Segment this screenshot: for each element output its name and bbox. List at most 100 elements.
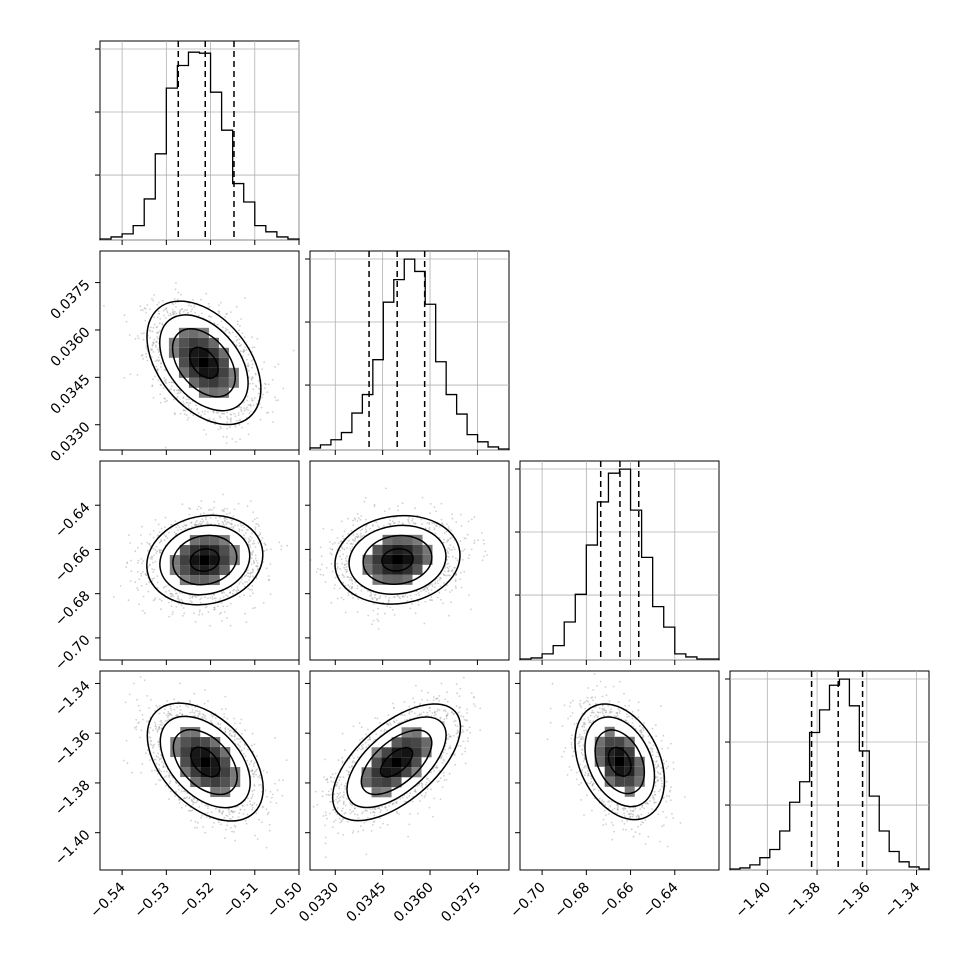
scatter-point (670, 742, 672, 745)
scatter-point (660, 777, 663, 779)
scatter-point (377, 607, 379, 610)
scatter-point (581, 748, 584, 751)
scatter-point (245, 822, 248, 825)
panel-frame (309, 460, 510, 661)
scatter-point (163, 708, 166, 711)
scatter-point (180, 598, 183, 601)
density-cell (198, 337, 209, 348)
scatter-point (617, 701, 620, 703)
scatter-point (254, 372, 257, 375)
density-cell (230, 777, 241, 788)
scatter-point (140, 542, 143, 545)
scatter-point (185, 401, 188, 404)
scatter-point (451, 569, 454, 572)
scatter-point (460, 586, 463, 589)
scatter-point (235, 728, 238, 730)
scatter-point (618, 680, 621, 683)
scatter-point (592, 699, 594, 702)
scatter-point (149, 545, 152, 547)
scatter-point (251, 744, 253, 747)
density-cell (198, 377, 209, 388)
scatter-point (442, 709, 445, 712)
scatter-point (258, 525, 260, 527)
scatter-point (338, 779, 341, 781)
scatter-point (254, 373, 257, 376)
scatter-point (324, 836, 327, 839)
scatter-point (441, 786, 444, 788)
scatter-point (455, 732, 458, 735)
scatter-point (223, 591, 225, 594)
scatter-point (350, 765, 353, 768)
scatter-point (575, 778, 578, 781)
scatter-point (249, 500, 252, 502)
scatter-point (435, 766, 437, 769)
density-panel-1-3 (305, 670, 510, 875)
scatter-point (140, 354, 143, 357)
scatter-point (661, 770, 664, 773)
scatter-point (391, 520, 394, 523)
density-cell (614, 756, 625, 767)
scatter-point (605, 709, 607, 712)
scatter-point (139, 305, 142, 307)
scatter-point (389, 522, 392, 525)
scatter-point (168, 718, 170, 721)
scatter-point (158, 764, 161, 766)
scatter-point (569, 715, 572, 717)
scatter-point (213, 322, 216, 325)
scatter-point (207, 411, 209, 413)
scatter-point (232, 731, 235, 733)
contour-level-2 (360, 729, 433, 796)
scatter-point (165, 590, 167, 593)
scatter-point (642, 734, 644, 737)
scatter-point (159, 329, 161, 332)
scatter-point (655, 775, 657, 778)
scatter-point (159, 608, 162, 611)
scatter-point (266, 813, 269, 816)
scatter-point (342, 803, 345, 806)
scatter-point (148, 736, 151, 738)
scatter-point (255, 523, 258, 525)
density-cell (228, 377, 239, 388)
x-tick-label: −0.51 (220, 880, 262, 922)
scatter-point (331, 543, 334, 545)
scatter-point (265, 411, 268, 414)
scatter-point (173, 389, 176, 391)
scatter-point (258, 387, 261, 390)
scatter-point (228, 331, 231, 334)
density-panel-0-3 (95, 670, 300, 875)
scatter-point (564, 747, 567, 749)
scatter-point (447, 570, 449, 573)
scatter-point (583, 765, 586, 768)
scatter-point (578, 741, 581, 744)
scatter-point (641, 821, 643, 823)
x-tick-label: 0.0360 (391, 880, 437, 926)
scatter-point (154, 727, 157, 730)
scatter-point (237, 412, 240, 414)
scatter-point (408, 522, 411, 525)
scatter-point (460, 513, 462, 516)
density-cell (412, 534, 423, 545)
scatter-point (267, 578, 270, 581)
density-cell (209, 555, 220, 566)
scatter-point (361, 745, 363, 748)
histogram-panel-3 (725, 670, 930, 875)
scatter-point (239, 419, 242, 421)
scatter-point (157, 752, 159, 755)
scatter-point (158, 531, 161, 534)
scatter-point (671, 812, 673, 815)
scatter-point (437, 582, 440, 585)
density-cell (188, 327, 199, 338)
scatter-point (252, 607, 254, 610)
scatter-point (264, 383, 267, 386)
scatter-point (438, 770, 441, 773)
scatter-point (387, 599, 390, 601)
scatter-point (149, 348, 152, 351)
scatter-point (265, 567, 268, 570)
scatter-point (369, 738, 371, 741)
scatter-point (637, 825, 639, 828)
scatter-point (181, 308, 183, 311)
scatter-point (612, 685, 615, 688)
density-cell (392, 544, 403, 555)
scatter-point (226, 427, 228, 430)
scatter-point (218, 811, 221, 814)
